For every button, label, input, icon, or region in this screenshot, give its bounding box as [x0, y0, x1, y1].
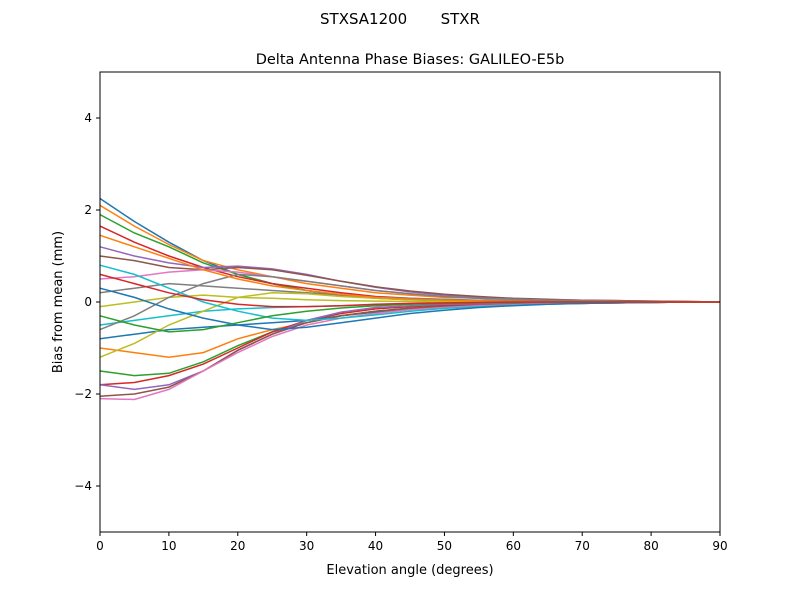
series-line-0: [99, 197, 720, 303]
y-axis-label: Bias from mean (mm): [51, 231, 66, 373]
x-tick-label: 90: [712, 539, 727, 553]
x-axis-label: Elevation angle (degrees): [326, 563, 493, 578]
x-tick-label: 50: [437, 539, 452, 553]
x-tick-label: 30: [299, 539, 314, 553]
x-tick-label: 40: [368, 539, 383, 553]
x-tick-label: 10: [161, 539, 176, 553]
y-tick-label: 0: [84, 295, 92, 309]
x-tick-label: 70: [575, 539, 590, 553]
series-lines: [99, 197, 721, 401]
y-tick-label: 4: [84, 111, 92, 125]
y-tick-label: −2: [74, 387, 92, 401]
series-line-20: [99, 287, 720, 331]
series-line-2: [99, 213, 720, 303]
y-axis: −4 −2 0 2 4: [74, 111, 100, 493]
series-line-17: [99, 273, 720, 331]
y-tick-label: −4: [74, 479, 92, 493]
x-tick-label: 80: [643, 539, 658, 553]
x-tick-label: 60: [506, 539, 521, 553]
series-line-13: [99, 301, 720, 386]
chart-suptitle: STXSA1200 STXR: [320, 10, 480, 28]
series-line-23: [99, 273, 720, 308]
series-line-15: [99, 301, 720, 398]
x-axis: 0 10 20 30 40 50 60 70 80 90: [96, 532, 728, 553]
y-tick-label: 2: [84, 203, 92, 217]
x-tick-label: 0: [96, 539, 104, 553]
chart-title: Delta Antenna Phase Biases: GALILEO-E5b: [256, 52, 565, 68]
x-tick-label: 20: [230, 539, 245, 553]
series-line-16: [99, 301, 720, 401]
